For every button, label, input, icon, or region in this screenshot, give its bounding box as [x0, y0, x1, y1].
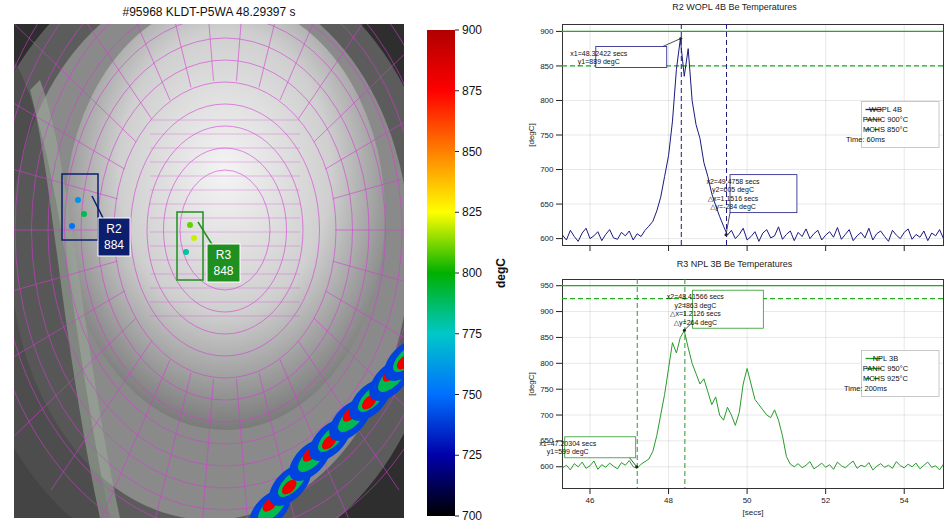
svg-text:52: 52 [821, 496, 830, 505]
svg-text:850: 850 [462, 145, 482, 159]
svg-text:600: 600 [540, 234, 554, 243]
svg-text:775: 775 [462, 327, 482, 341]
svg-text:NPL 3B: NPL 3B [873, 354, 899, 363]
svg-text:x2=49.4758 secs: x2=49.4758 secs [706, 178, 760, 185]
svg-text:WOPL 4B: WOPL 4B [869, 105, 902, 114]
svg-text:884: 884 [104, 238, 124, 252]
svg-text:#95968 KLDT-P5WA 48.29397 s: #95968 KLDT-P5WA 48.29397 s [122, 5, 295, 19]
svg-text:[degC]: [degC] [527, 123, 536, 147]
svg-text:y2=605 degC: y2=605 degC [712, 186, 754, 194]
svg-text:PANIC 900°C: PANIC 900°C [863, 115, 909, 124]
svg-text:degC: degC [494, 258, 508, 288]
svg-text:x2=48.41566 secs: x2=48.41566 secs [667, 293, 725, 300]
svg-text:54: 54 [900, 496, 909, 505]
svg-text:875: 875 [462, 84, 482, 98]
svg-text:700: 700 [540, 411, 554, 420]
svg-text:48: 48 [664, 496, 673, 505]
svg-text:△x=1.1516 secs: △x=1.1516 secs [708, 195, 759, 202]
svg-text:x1=48.32422 secs: x1=48.32422 secs [570, 50, 628, 57]
svg-text:800: 800 [462, 266, 482, 280]
svg-text:y2=863 degC: y2=863 degC [674, 302, 716, 310]
svg-text:Time: 60ms: Time: 60ms [846, 135, 885, 144]
svg-text:825: 825 [462, 205, 482, 219]
svg-text:△x=1.2126 secs: △x=1.2126 secs [670, 310, 721, 317]
svg-text:900: 900 [540, 307, 554, 316]
svg-text:600: 600 [540, 462, 554, 471]
svg-text:800: 800 [540, 96, 554, 105]
svg-text:750: 750 [540, 385, 554, 394]
svg-text:[secs]: [secs] [743, 508, 764, 517]
html-text:R3 NPL 3B Be Temperatures: R3 NPL 3B Be Temperatures [676, 259, 793, 269]
svg-text:700: 700 [540, 165, 554, 174]
svg-text:y1=889 degC: y1=889 degC [578, 58, 620, 66]
svg-text:850: 850 [540, 333, 554, 342]
svg-text:MCHS 850°C: MCHS 850°C [863, 125, 909, 134]
svg-text:MCHS 925°C: MCHS 925°C [863, 374, 909, 383]
svg-text:y1=599 degC: y1=599 degC [547, 448, 589, 456]
svg-text:50: 50 [743, 496, 752, 505]
svg-text:750: 750 [462, 388, 482, 402]
html-text:R2 WOPL 4B Be Temperatures: R2 WOPL 4B Be Temperatures [672, 2, 797, 12]
svg-text:△y=264 degC: △y=264 degC [674, 319, 717, 327]
svg-text:△y=-284 degC: △y=-284 degC [710, 203, 756, 211]
svg-text:900: 900 [462, 23, 482, 37]
svg-text:[degC]: [degC] [527, 372, 536, 396]
svg-text:x1=47.20304 secs: x1=47.20304 secs [539, 440, 597, 447]
svg-text:700: 700 [462, 509, 482, 522]
svg-text:800: 800 [540, 359, 554, 368]
svg-text:PANIC 950°C: PANIC 950°C [863, 364, 909, 373]
svg-text:850: 850 [540, 61, 554, 70]
svg-text:950: 950 [540, 281, 554, 290]
svg-text:650: 650 [540, 200, 554, 209]
svg-text:R3: R3 [216, 248, 232, 262]
svg-text:46: 46 [586, 496, 595, 505]
svg-text:750: 750 [540, 131, 554, 140]
svg-text:848: 848 [213, 264, 233, 278]
svg-text:R2: R2 [106, 222, 122, 236]
svg-text:725: 725 [462, 448, 482, 462]
svg-text:900: 900 [540, 27, 554, 36]
svg-text:Time: 200ms: Time: 200ms [844, 384, 887, 393]
